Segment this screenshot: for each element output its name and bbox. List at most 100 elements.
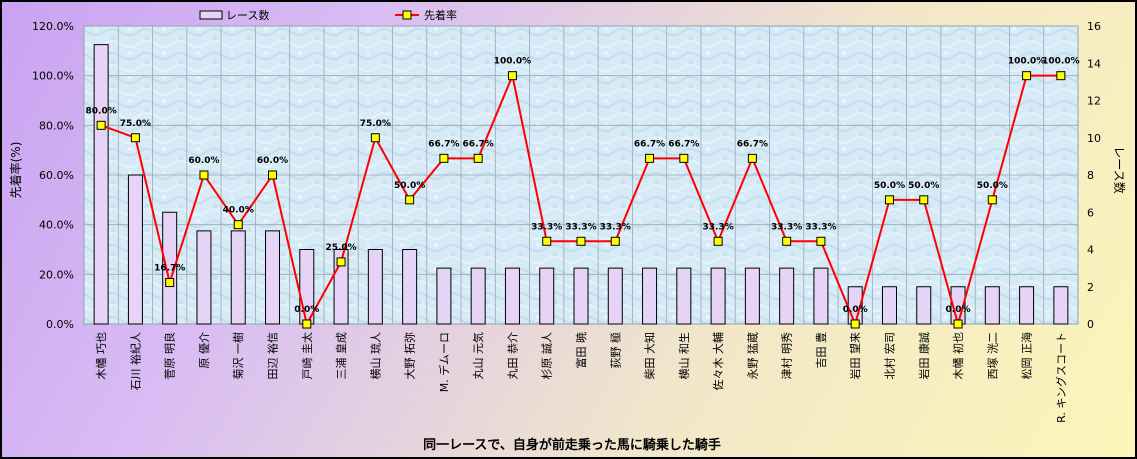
line-point [713,236,723,246]
y-tick-label-right: 4 [1087,244,1094,257]
x-tick-label: M. デムーロ [437,332,451,392]
bar [93,44,109,325]
data-labels: 80.0%75.0%16.7%60.0%40.0%60.0%0.0%25.0%7… [86,57,1080,315]
x-tick-label: 菅原 明良 [163,332,177,380]
x-tick-label: 永野 猛蔵 [745,332,759,380]
bar [436,267,452,325]
y-tick-label-left: 0.0% [46,318,74,331]
x-tick-label: 西塚 洸二 [985,332,999,380]
data-label: 0.0% [946,305,971,315]
data-label: 33.3% [771,222,802,232]
y-tick-label-left: 120.0% [32,20,74,33]
line-series [96,71,1066,329]
line-point [987,195,997,205]
data-label: 66.7% [463,139,494,149]
x-tick-label: 吉田 豊 [815,332,828,369]
x-tick-label: 北村 宏司 [882,332,896,380]
data-label: 66.7% [668,139,699,149]
y-axis-right-label: レース数 [1112,146,1127,193]
line-point [1056,71,1066,81]
x-tick-label: 原 優介 [198,332,211,369]
bar [984,286,1000,325]
data-label: 33.3% [600,222,631,232]
line-point [507,71,517,81]
bar [1053,286,1069,325]
legend-bar-label: レース数 [226,9,269,22]
bar [573,267,589,325]
bar [779,267,795,325]
bar [744,267,760,325]
legend-line-label: 先着率 [424,8,457,22]
x-tick-label: 津村 明秀 [780,332,794,380]
bar [676,267,692,325]
y-axis-left-label: 先着率(%) [8,142,23,199]
gridlines [83,25,1079,325]
x-tick-label: 杉原 誠人 [540,332,554,380]
x-tick-label: 丸田 恭介 [506,332,519,380]
data-label: 100.0% [1042,57,1080,67]
data-label: 16.7% [154,264,185,274]
line-point [884,195,894,205]
x-tick-label: 岩田 望来 [848,332,862,380]
data-label: 66.7% [737,139,768,149]
bar [265,230,281,325]
y-axis-right-ticks: 0 2 4 6 8 10 12 14 16 [1087,20,1101,331]
bar [196,230,212,325]
bar [642,267,658,325]
data-label: 75.0% [360,119,391,129]
x-tick-label: 戸崎 圭太 [300,332,314,380]
x-axis-label: 同一レースで、自身が前走乗った馬に騎乗した騎手 [423,437,721,453]
bar [1019,286,1035,325]
bar [881,286,897,325]
line-point [473,153,483,163]
y-tick-label-right: 14 [1087,57,1101,70]
y-tick-label-left: 40.0% [39,219,74,232]
data-label: 66.7% [634,139,665,149]
x-tick-label: 横山 琉人 [368,332,382,380]
line-point [782,236,792,246]
line-point [576,236,586,246]
x-tick-label: 木幡 巧也 [94,332,108,380]
line-point [336,257,346,267]
bar [813,267,829,325]
x-tick-label: 木幡 初也 [951,332,965,380]
bar [539,267,555,325]
bar [162,211,178,325]
x-tick-label: 佐々木 大輔 [711,332,725,391]
y-tick-label-left: 100.0% [32,70,74,83]
y-tick-label-right: 8 [1087,169,1094,182]
x-tick-label: 富田 暁 [574,332,588,369]
bar [127,174,143,325]
line-point [96,120,106,130]
line-point [919,195,929,205]
data-label: 50.0% [977,181,1008,191]
data-label: 0.0% [294,305,319,315]
line-point [233,220,243,230]
y-tick-label-left: 60.0% [39,169,74,182]
line-point [370,133,380,143]
line-point [302,319,312,329]
data-label: 50.0% [874,181,905,191]
line-point [130,133,140,143]
data-label: 25.0% [325,243,356,253]
line-point [165,278,175,288]
y-tick-label-left: 80.0% [39,119,74,132]
y-tick-label-right: 10 [1087,132,1101,145]
data-label: 66.7% [428,139,459,149]
line-point [405,195,415,205]
y-tick-label-right: 0 [1087,318,1094,331]
x-tick-label: 丸山 元気 [471,332,485,380]
x-tick-label: 大野 拓弥 [403,332,417,380]
x-tick-label: 田辺 裕信 [267,332,280,380]
y-tick-label-right: 12 [1087,95,1101,108]
line-point [439,153,449,163]
y-tick-label-right: 2 [1087,281,1094,294]
x-tick-label: 岩田 康誠 [917,332,931,380]
bar [402,249,418,325]
data-label: 33.3% [805,222,836,232]
data-label: 33.3% [565,222,596,232]
y-tick-label-right: 6 [1087,206,1094,219]
data-label: 60.0% [188,156,219,166]
legend-line-marker [402,10,412,20]
